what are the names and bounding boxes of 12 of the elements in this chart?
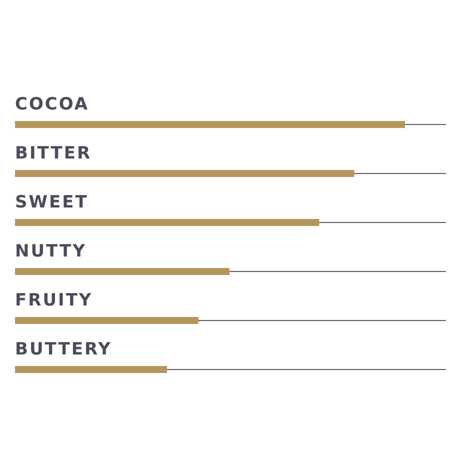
bar — [15, 219, 320, 226]
y-tick-label: SWEET — [15, 192, 88, 212]
y-tick-label: FRUITY — [15, 290, 93, 310]
y-tick-label: BUTTERY — [15, 340, 112, 360]
bar — [15, 366, 168, 373]
bar — [15, 317, 198, 324]
y-tick-label: COCOA — [15, 94, 90, 114]
bar — [15, 170, 354, 177]
y-tick-label: BITTER — [15, 144, 92, 164]
bar — [15, 121, 405, 128]
bar — [15, 268, 230, 275]
y-tick-label: NUTTY — [15, 242, 86, 262]
